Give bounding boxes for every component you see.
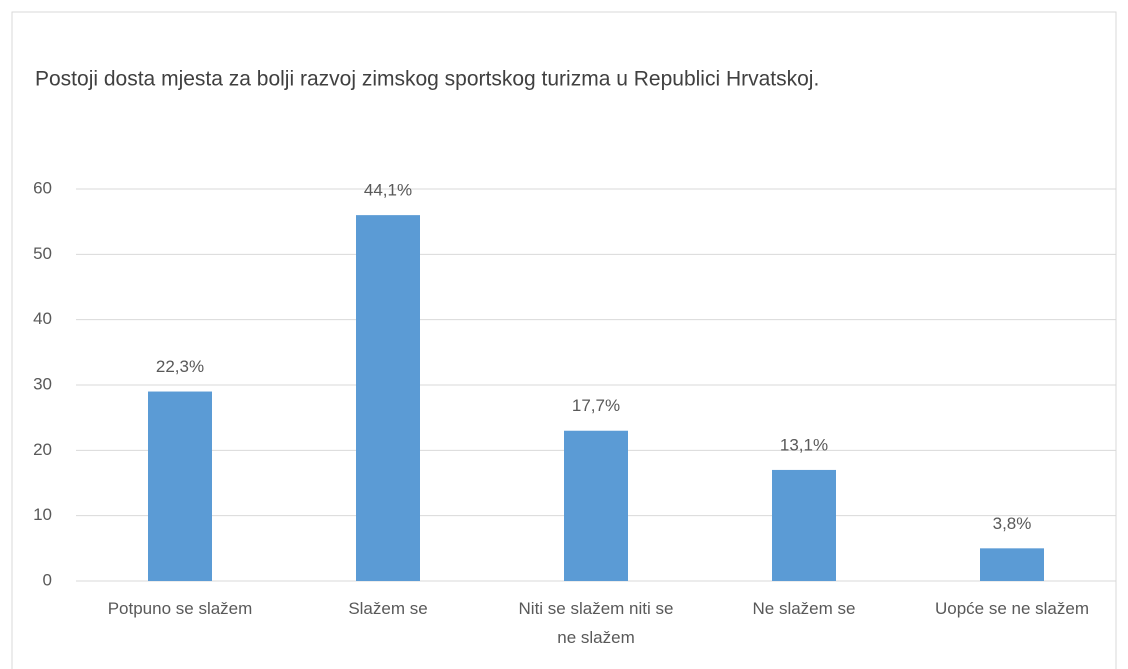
data-label: 3,8% (993, 514, 1032, 533)
x-tick-label: Ne slažem se (753, 599, 856, 618)
bar (772, 469, 836, 581)
bar (564, 430, 628, 581)
chart-title: Postoji dosta mjesta za bolji razvoj zim… (35, 68, 819, 91)
x-tick-label: Potpuno se slažem (108, 599, 253, 618)
data-label: 44,1% (364, 181, 412, 200)
x-tick-label: Slažem se (348, 599, 427, 618)
data-label: 22,3% (156, 357, 204, 376)
bar (356, 215, 420, 581)
x-tick-label: Uopće se ne slažem (935, 599, 1089, 618)
data-label: 17,7% (572, 396, 620, 415)
y-tick-label: 10 (33, 505, 52, 524)
data-label: 13,1% (780, 435, 828, 454)
y-tick-label: 20 (33, 440, 52, 459)
y-tick-label: 0 (43, 570, 52, 589)
x-tick-label: Niti se slažem niti se ne slažem (519, 599, 674, 647)
y-tick-label: 30 (33, 374, 52, 393)
y-tick-label: 60 (33, 178, 52, 197)
y-tick-label: 40 (33, 309, 52, 328)
y-tick-label: 50 (33, 244, 52, 263)
bar (148, 391, 212, 581)
bar (980, 548, 1044, 581)
